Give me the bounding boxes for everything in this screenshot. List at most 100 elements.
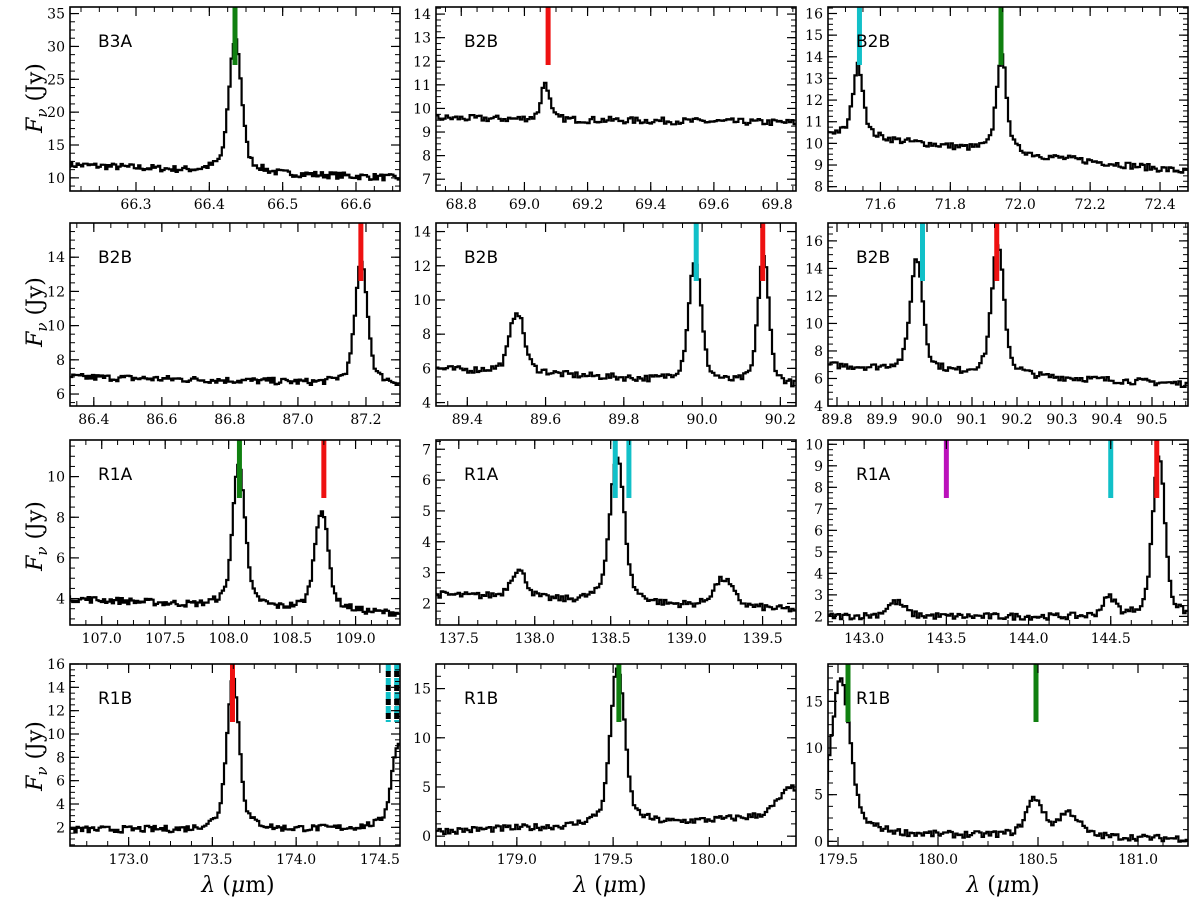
- panel-label: R1B: [464, 689, 498, 709]
- y-tick-label: 5: [814, 545, 823, 561]
- y-tick-label: 9: [814, 158, 823, 174]
- y-tick-label: 10: [805, 437, 823, 453]
- y-tick-label: 6: [422, 473, 431, 489]
- y-tick-label: 3: [814, 588, 823, 604]
- x-tick-label: 143.5: [926, 631, 966, 647]
- y-tick-label: 15: [805, 28, 823, 44]
- y-tick-label: 15: [805, 694, 823, 710]
- spectrum-panel-12: 179.5 180.0 180.5 181.0 0 5 10 15 R1B: [805, 663, 1189, 868]
- y-tick-label: 10: [413, 101, 431, 117]
- x-tick-label: 69.2: [572, 197, 603, 213]
- panel-frame: [435, 6, 797, 192]
- y-tick-label: 12: [47, 284, 65, 300]
- y-tick-label: 4: [814, 399, 823, 415]
- x-tick-label: 179.0: [497, 852, 537, 868]
- y-tick-label: 16: [805, 234, 823, 250]
- y-tick-label: 12: [47, 704, 65, 720]
- x-tick-label: 66.4: [194, 197, 225, 213]
- panel-label: R1A: [856, 465, 891, 485]
- y-axis-title-row-4: Fν (Jy): [23, 721, 51, 792]
- x-tick-label: 173.5: [192, 852, 232, 868]
- y-tick-label: 7: [422, 442, 431, 458]
- y-tick-label: 7: [814, 502, 823, 518]
- y-tick-label: 9: [422, 125, 431, 141]
- x-tick-label: 90.0: [911, 412, 942, 428]
- x-tick-label: 89.9: [866, 412, 897, 428]
- y-tick-label: 14: [47, 250, 65, 266]
- x-tick-label: 90.2: [1001, 412, 1032, 428]
- y-tick-label: 12: [805, 93, 823, 109]
- x-tick-label: 87.2: [350, 412, 381, 428]
- x-tick-label: 66.6: [340, 197, 371, 213]
- x-tick-label: 138.5: [591, 631, 631, 647]
- x-tick-label: 72.0: [1005, 197, 1036, 213]
- y-tick-label: 2: [422, 596, 431, 612]
- y-tick-label: 30: [47, 39, 65, 55]
- y-tick-label: 20: [47, 105, 65, 121]
- x-tick-label: 180.5: [1018, 852, 1058, 868]
- y-tick-label: 10: [47, 470, 65, 486]
- x-tick-label: 90.1: [956, 412, 987, 428]
- y-tick-label: 6: [56, 387, 65, 403]
- y-tick-label: 10: [47, 727, 65, 743]
- x-tick-label: 139.0: [667, 631, 707, 647]
- spectrum-line: [436, 667, 796, 836]
- x-tick-label: 174.5: [360, 852, 400, 868]
- x-tick-label: 89.8: [608, 412, 639, 428]
- x-tick-label: 69.8: [761, 197, 792, 213]
- y-axis-title-row-3: Fν (Jy): [23, 501, 51, 572]
- panel-frame: [827, 663, 1189, 847]
- y-tick-label: 14: [413, 225, 431, 241]
- x-tick-label: 144.0: [1009, 631, 1049, 647]
- spectrum-panel-1: 66.3 66.4 66.5 66.6 10 15 20 25 30 35 B3A: [47, 6, 401, 213]
- x-tick-label: 139.5: [743, 631, 783, 647]
- y-tick-label: 14: [413, 7, 431, 23]
- spectrum-line: [436, 81, 796, 126]
- y-tick-label: 8: [814, 180, 823, 196]
- x-tick-label: 107.5: [145, 631, 185, 647]
- panel-label: B3A: [98, 32, 132, 52]
- x-tick-label: 144.5: [1091, 631, 1131, 647]
- y-tick-label: 2: [814, 609, 823, 625]
- x-tick-label: 180.0: [689, 852, 729, 868]
- y-tick-label: 11: [805, 115, 823, 131]
- x-tick-label: 90.3: [1046, 412, 1077, 428]
- y-tick-label: 7: [422, 172, 431, 188]
- panel-frame: [69, 663, 401, 847]
- panel-label: R1A: [464, 465, 499, 485]
- x-axis-title-col-3: λ (μm): [965, 873, 1039, 898]
- panel-label: R1B: [856, 689, 890, 709]
- spectrum-panel-4: 86.4 86.6 86.8 87.0 87.2 6 8 10 12 14 B2B: [47, 222, 401, 428]
- y-axis-title-row-2: Fν (Jy): [23, 277, 51, 348]
- x-tick-label: 180.0: [918, 852, 958, 868]
- y-tick-label: 2: [56, 820, 65, 836]
- x-tick-label: 69.6: [698, 197, 729, 213]
- x-axis-title-col-2: λ (μm): [572, 873, 646, 898]
- x-tick-label: 69.0: [509, 197, 540, 213]
- panel-frame: [435, 439, 797, 626]
- x-tick-label: 72.2: [1075, 197, 1106, 213]
- x-tick-label: 181.0: [1118, 852, 1158, 868]
- y-tick-label: 15: [47, 138, 65, 154]
- y-tick-label: 5: [422, 504, 431, 520]
- y-tick-label: 10: [413, 731, 431, 747]
- spectrum-line: [70, 463, 400, 617]
- panel-label: R1B: [98, 689, 132, 709]
- y-tick-label: 6: [814, 371, 823, 387]
- x-tick-label: 107.0: [82, 631, 122, 647]
- y-tick-label: 12: [413, 259, 431, 275]
- y-tick-label: 0: [422, 829, 431, 845]
- y-tick-label: 10: [47, 171, 65, 187]
- spectrum-panel-9: 143.0 143.5 144.0 144.5 2 3 4 5 6 7 8 9 10 R1A: [805, 437, 1189, 647]
- panel-frame: [69, 439, 401, 626]
- y-tick-label: 6: [814, 523, 823, 539]
- x-tick-label: 143.0: [844, 631, 884, 647]
- y-tick-label: 4: [422, 535, 431, 551]
- y-tick-label: 6: [422, 361, 431, 377]
- svg-text:Fν (Jy): Fν (Jy): [23, 501, 51, 572]
- x-tick-label: 86.4: [78, 412, 109, 428]
- x-tick-label: 89.8: [821, 412, 852, 428]
- spectrum-panel-10: 173.0 173.5 174.0 174.5 2 4 6 8 10 12 14 16 R1B: [47, 657, 401, 868]
- x-tick-label: 90.2: [765, 412, 796, 428]
- x-axis-title-col-1: λ (μm): [200, 873, 274, 898]
